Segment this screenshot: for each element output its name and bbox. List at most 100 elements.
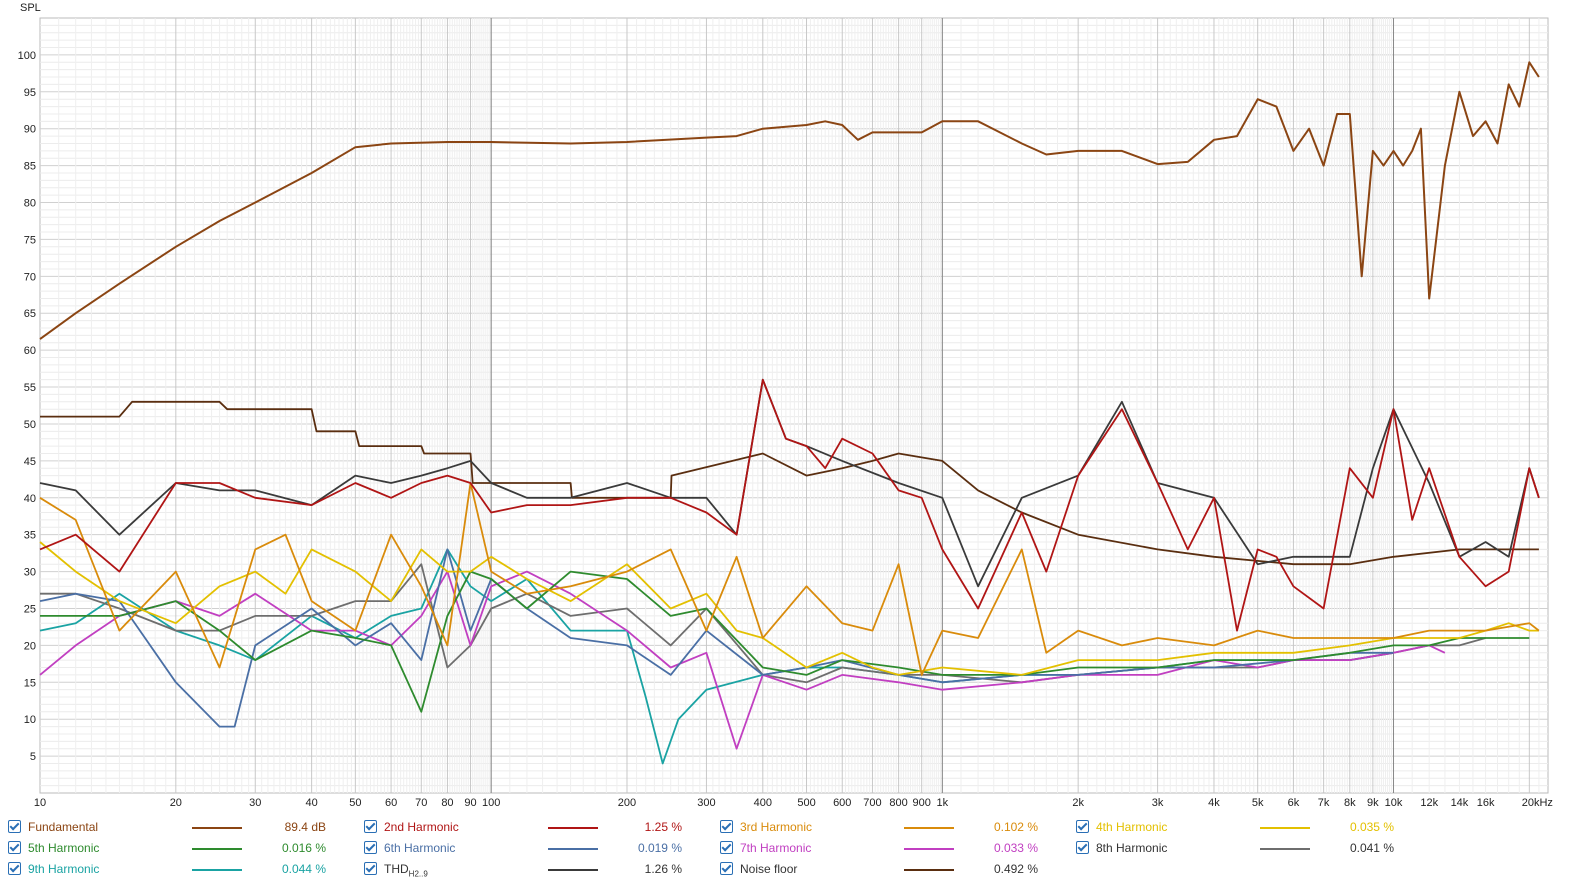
y-axis-tick-labels: 5 10 15 20 25 30 35 40 45 50 55 60 65 70 75 80 85 90 95 100 (18, 50, 36, 763)
x-tick-label: 14k (1451, 797, 1469, 809)
series-line-6th-harmonic (39, 548, 1394, 728)
legend-item: 5th Harmonic 0.016 % (8, 839, 348, 857)
x-tick-label: 12k (1420, 797, 1438, 809)
y-tick-label: 90 (24, 124, 36, 136)
x-tick-label: 9k (1367, 797, 1379, 809)
legend-swatch (192, 848, 242, 850)
x-tick-label: 2k (1072, 797, 1084, 809)
x-tick-label: 100 (482, 797, 500, 809)
series-line-5th-harmonic (40, 570, 1530, 713)
x-tick-label: 700 (863, 797, 881, 809)
legend-checkbox[interactable] (8, 841, 21, 854)
y-tick-label: 25 (24, 603, 36, 615)
y-tick-label: 95 (24, 87, 36, 99)
x-tick-label: 70 (415, 797, 427, 809)
y-tick-label: 20 (24, 640, 36, 652)
legend-value: 0.102 % (993, 820, 1038, 834)
x-tick-label: 5k (1252, 797, 1264, 809)
series-line-4th-harmonic (39, 541, 1539, 676)
y-tick-label: 55 (24, 382, 36, 394)
x-tick-label: 40 (306, 797, 318, 809)
legend-value: 0.035 % (1349, 820, 1394, 834)
legend-label: 8th Harmonic (1096, 841, 1168, 855)
x-tick-label: 4k (1208, 797, 1220, 809)
legend-label: THDH2..9 (384, 862, 428, 879)
legend-checkbox[interactable] (720, 841, 733, 854)
legend-label: 6th Harmonic (384, 841, 456, 855)
legend-item: Fundamental 89.4 dB (8, 818, 348, 836)
legend-swatch (548, 848, 598, 850)
legend-label: 5th Harmonic (28, 841, 100, 855)
legend-item: 4th Harmonic 0.035 % (1076, 818, 1416, 836)
legend-swatch (192, 869, 242, 871)
legend-swatch (904, 848, 954, 850)
y-tick-label: 80 (24, 198, 36, 210)
y-tick-label: 70 (24, 271, 36, 283)
legend-swatch (904, 869, 954, 871)
legend-swatch (904, 827, 954, 829)
legend-swatch (548, 827, 598, 829)
series-line-3rd-harmonic (39, 482, 1540, 676)
legend-checkbox[interactable] (1076, 820, 1089, 833)
legend-checkbox[interactable] (720, 820, 733, 833)
x-tick-label: 3k (1152, 797, 1164, 809)
legend-item: 7th Harmonic 0.033 % (720, 839, 1060, 857)
legend-swatch (1260, 827, 1310, 829)
series-line-7th-harmonic (39, 570, 1446, 750)
y-tick-label: 35 (24, 530, 36, 542)
y-tick-label: 75 (24, 234, 36, 246)
y-tick-label: 100 (18, 50, 36, 62)
x-tick-label: 1k (937, 797, 949, 809)
x-tick-label: 20kHz (1522, 797, 1553, 809)
x-tick-label: 8k (1344, 797, 1356, 809)
series-line-fundamental (39, 61, 1540, 340)
x-tick-label: 6k (1288, 797, 1300, 809)
legend-value: 0.492 % (993, 862, 1038, 876)
legend-checkbox[interactable] (364, 841, 377, 854)
legend-swatch (548, 869, 598, 871)
legend-label: 7th Harmonic (740, 841, 812, 855)
legend-value: 0.033 % (993, 841, 1038, 855)
legend-item: Noise floor 0.492 % (720, 860, 1060, 878)
legend-value: 1.25 % (644, 820, 682, 834)
legend-checkbox[interactable] (8, 862, 21, 875)
legend-swatch (1260, 848, 1310, 850)
legend-swatch (192, 827, 242, 829)
y-tick-label: 60 (24, 345, 36, 357)
x-tick-label: 60 (385, 797, 397, 809)
legend-checkbox[interactable] (720, 862, 733, 875)
x-tick-label: 7k (1318, 797, 1330, 809)
x-tick-label: 600 (833, 797, 851, 809)
y-tick-label: 5 (30, 751, 36, 763)
x-tick-label: 10 (34, 797, 46, 809)
legend-value: 0.041 % (1349, 841, 1394, 855)
legend: Fundamental 89.4 dB 2nd Harmonic 1.25 % 3rd … (0, 815, 1571, 881)
legend-value: 0.016 % (281, 841, 326, 855)
legend-item: 9th Harmonic 0.044 % (8, 860, 348, 878)
x-tick-label: 30 (249, 797, 261, 809)
x-tick-label: 800 (889, 797, 907, 809)
legend-item: 8th Harmonic 0.041 % (1076, 839, 1416, 857)
legend-label: Fundamental (28, 820, 99, 834)
series-line-noise-floor (40, 400, 1539, 566)
y-tick-label: 10 (24, 714, 36, 726)
spl-chart: 5 10 15 20 25 30 35 40 45 50 55 60 65 70 75 80 85 90 95 100… (18, 2, 1553, 809)
x-tick-label: 900 (913, 797, 931, 809)
x-axis-tick-labels: 10 20 30 40 50 60 70 80 90 100 200 300 400 500 600 700 8… (34, 797, 1553, 809)
legend-item: THDH2..9 1.26 % (364, 860, 704, 878)
legend-checkbox[interactable] (8, 820, 21, 833)
legend-item: 6th Harmonic 0.019 % (364, 839, 704, 857)
x-tick-label: 90 (464, 797, 476, 809)
x-tick-label: 400 (754, 797, 772, 809)
major-grid (490, 18, 1395, 793)
legend-checkbox[interactable] (1076, 841, 1089, 854)
y-tick-label: 40 (24, 493, 36, 505)
legend-label: 2nd Harmonic (384, 820, 459, 834)
legend-checkbox[interactable] (364, 862, 377, 875)
y-tick-label: 15 (24, 677, 36, 689)
legend-checkbox[interactable] (364, 820, 377, 833)
x-tick-label: 200 (618, 797, 636, 809)
x-tick-label: 10k (1385, 797, 1403, 809)
series-layer (39, 61, 1540, 765)
legend-label-subscript: H2..9 (408, 869, 428, 879)
